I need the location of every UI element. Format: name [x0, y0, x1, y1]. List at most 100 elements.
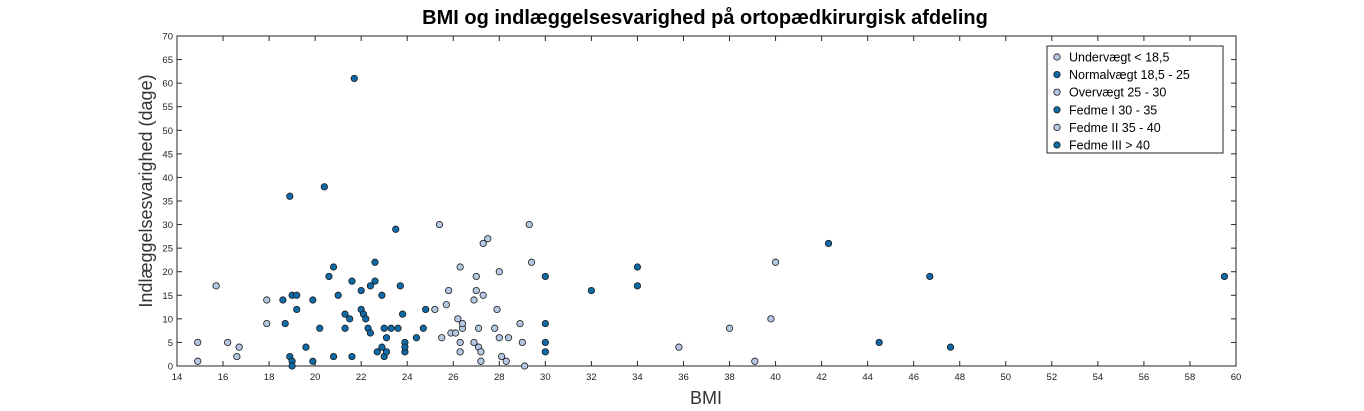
- data-point: [329, 352, 338, 361]
- data-point: [516, 319, 524, 328]
- data-point: [498, 352, 506, 361]
- x-tick-label: 24: [402, 372, 413, 383]
- y-tick-label: 55: [162, 102, 173, 113]
- chart-title: BMI og indlæggelsesvarighed på ortopædki…: [422, 6, 988, 29]
- data-point: [396, 282, 404, 290]
- data-point: [212, 282, 220, 290]
- data-point: [293, 305, 301, 314]
- legend-marker: [1053, 106, 1061, 114]
- data-point: [458, 319, 467, 328]
- data-point: [263, 296, 271, 304]
- data-point: [362, 315, 370, 323]
- data-point: [470, 338, 478, 347]
- data-point: [495, 268, 503, 276]
- data-point: [445, 286, 453, 295]
- y-tick-label: 65: [162, 55, 173, 66]
- data-point: [341, 310, 349, 318]
- data-point: [281, 319, 289, 328]
- data-point: [472, 272, 480, 281]
- legend-box: [1046, 45, 1224, 154]
- data-point: [309, 296, 317, 304]
- data-point: [366, 282, 374, 290]
- data-point: [371, 258, 379, 266]
- x-tick-label: 58: [1185, 372, 1196, 383]
- data-point: [373, 348, 381, 356]
- data-point: [477, 348, 485, 356]
- data-point: [479, 291, 487, 299]
- y-tick-label: 0: [168, 362, 173, 373]
- data-point: [484, 235, 492, 243]
- data-point: [456, 348, 464, 356]
- data-point: [767, 315, 775, 323]
- data-point: [479, 239, 487, 248]
- data-point: [419, 324, 427, 332]
- data-point: [541, 348, 549, 356]
- data-point: [438, 334, 446, 342]
- data-point: [346, 315, 354, 323]
- y-tick-label: 60: [162, 79, 173, 90]
- x-tick-label: 28: [494, 372, 505, 383]
- data-point: [875, 338, 883, 347]
- y-tick-label: 15: [162, 291, 173, 302]
- data-point: [474, 324, 483, 332]
- data-point: [382, 348, 391, 356]
- y-tick-label: 70: [162, 32, 173, 43]
- x-tick-label: 56: [1139, 372, 1150, 383]
- data-point: [527, 258, 536, 266]
- data-point: [725, 324, 734, 332]
- x-tick-label: 18: [264, 372, 275, 383]
- data-point: [946, 343, 955, 351]
- y-tick-label: 45: [162, 149, 173, 160]
- x-tick-label: 50: [1000, 372, 1011, 383]
- y-tick-label: 20: [162, 267, 173, 278]
- data-point: [329, 263, 338, 271]
- data-point: [422, 305, 430, 314]
- data-point: [194, 357, 202, 365]
- x-axis-label: BMI: [690, 388, 722, 408]
- series-1: [279, 74, 430, 370]
- data-point: [1220, 272, 1229, 281]
- legend-marker: [1053, 88, 1061, 96]
- data-point: [412, 334, 421, 342]
- data-point: [316, 324, 324, 332]
- y-axis: 0 5 10 15 20 25 30 35 40 45 50 55 60 65 70: [162, 32, 1236, 373]
- legend-marker: [1053, 141, 1061, 149]
- data-point: [477, 357, 485, 365]
- x-tick-label: 26: [448, 372, 459, 383]
- x-tick-label: 44: [862, 372, 873, 383]
- data-point: [442, 301, 450, 309]
- data-point: [357, 286, 365, 295]
- data-point: [378, 343, 386, 351]
- x-tick-label: 32: [586, 372, 597, 383]
- x-axis: 14 16 18 20 22 24 26 28 30 32 34 36 38 40 42 44 46 48 50 52…: [172, 36, 1242, 383]
- data-point: [431, 305, 439, 314]
- data-point: [366, 329, 374, 337]
- data-point: [502, 357, 510, 365]
- legend-label: Normalvægt 18,5 - 25: [1069, 68, 1190, 82]
- data-point: [435, 220, 444, 229]
- data-point: [493, 305, 501, 314]
- data-point: [675, 343, 683, 351]
- data-point: [378, 291, 386, 299]
- x-tick-label: 48: [954, 372, 965, 383]
- data-points: [194, 74, 1229, 370]
- x-tick-label: 22: [356, 372, 367, 383]
- data-point: [587, 286, 595, 295]
- data-point: [525, 220, 533, 229]
- data-point: [387, 324, 395, 332]
- y-tick-label: 5: [168, 338, 173, 349]
- series-0: [194, 282, 271, 365]
- data-point: [454, 315, 462, 323]
- data-point: [521, 362, 529, 370]
- data-point: [401, 343, 409, 351]
- data-point: [293, 291, 301, 299]
- data-point: [286, 192, 294, 200]
- data-point: [279, 296, 287, 304]
- data-point: [504, 334, 513, 342]
- x-tick-label: 20: [310, 372, 321, 383]
- x-tick-label: 60: [1231, 372, 1242, 383]
- x-tick-label: 46: [908, 372, 919, 383]
- data-point: [451, 329, 460, 337]
- series-4: [675, 258, 780, 365]
